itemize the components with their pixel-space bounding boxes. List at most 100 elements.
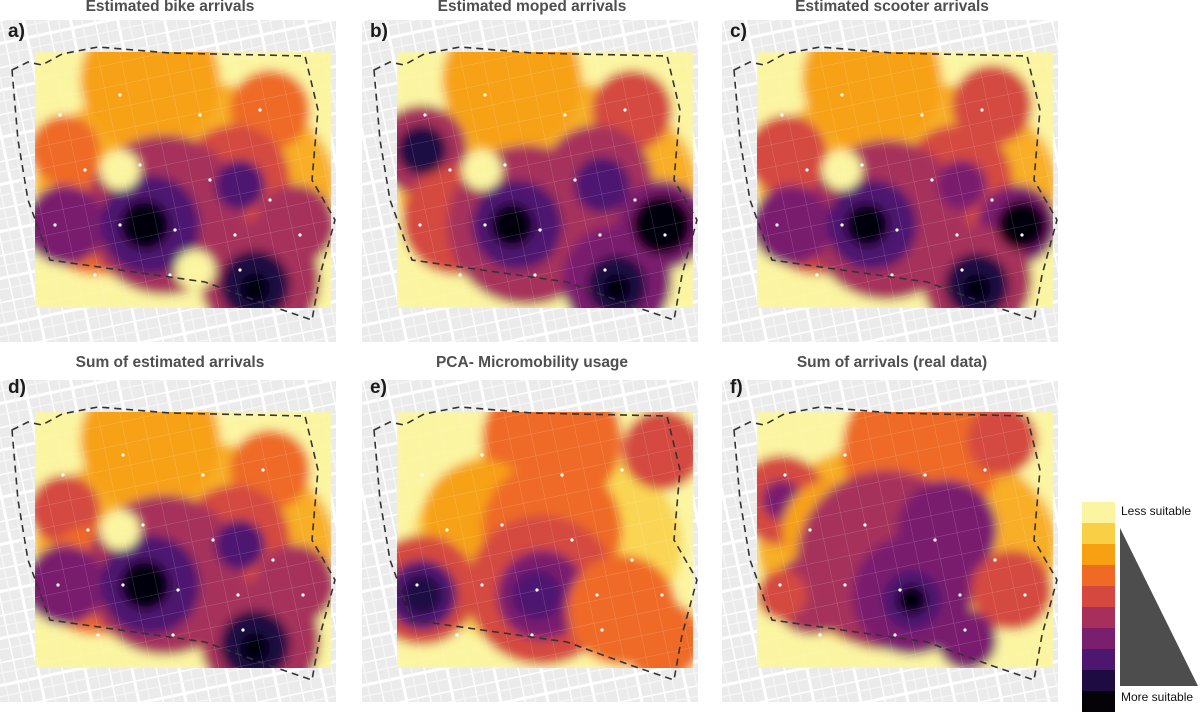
- panel-letter: c): [730, 21, 747, 42]
- station-point: [535, 588, 539, 592]
- station-point: [920, 113, 924, 117]
- panel-title: PCA- Micromobility usage: [435, 354, 629, 371]
- station-point: [843, 583, 847, 587]
- station-point: [933, 538, 937, 542]
- station-point: [271, 558, 275, 562]
- station-point: [458, 273, 462, 277]
- station-point: [173, 228, 177, 232]
- legend-swatch: [1082, 502, 1115, 523]
- legend-swatch: [1082, 670, 1115, 691]
- station-point: [923, 473, 927, 477]
- station-point: [980, 108, 984, 112]
- station-point: [775, 223, 779, 227]
- station-point: [860, 163, 864, 167]
- station-point: [563, 113, 567, 117]
- station-point: [993, 558, 997, 562]
- station-point: [983, 468, 987, 472]
- study-area-boundary: [373, 46, 698, 322]
- station-point: [600, 628, 604, 632]
- station-point: [533, 273, 537, 277]
- station-point: [960, 268, 964, 272]
- station-point: [171, 633, 175, 637]
- station-point: [598, 233, 602, 237]
- station-point: [783, 473, 787, 477]
- station-point: [418, 223, 422, 227]
- station-point: [480, 453, 484, 457]
- legend-label-more-suitable: More suitable: [1121, 690, 1194, 704]
- station-point: [890, 273, 894, 277]
- station-point: [268, 198, 272, 202]
- heatmap-layer: [35, 412, 331, 668]
- heatmap-layer: [757, 52, 1053, 308]
- station-point: [603, 268, 607, 272]
- station-point: [455, 633, 459, 637]
- station-point: [56, 583, 60, 587]
- study-area-boundary: [733, 406, 1058, 682]
- station-point: [96, 633, 100, 637]
- station-point: [448, 168, 452, 172]
- legend-swatch: [1082, 565, 1115, 586]
- study-area-boundary: [11, 46, 336, 322]
- station-point: [53, 223, 57, 227]
- station-point: [208, 178, 212, 182]
- station-point: [843, 453, 847, 457]
- panel-letter: a): [8, 21, 25, 42]
- panel-letter: f): [730, 377, 743, 398]
- station-point: [93, 273, 97, 277]
- station-point: [238, 268, 242, 272]
- station-point: [955, 233, 959, 237]
- station-point: [930, 178, 934, 182]
- station-point: [121, 453, 125, 457]
- map-panel-scooter: [722, 20, 1058, 342]
- station-point: [445, 528, 449, 532]
- station-point: [241, 628, 245, 632]
- panel-letter: d): [8, 377, 26, 398]
- station-point: [261, 468, 265, 472]
- heatmap-layer: [397, 412, 693, 668]
- map-panel-sum-real: [722, 380, 1058, 702]
- station-point: [236, 593, 240, 597]
- station-point: [895, 228, 899, 232]
- station-point: [893, 633, 897, 637]
- heatmap-layer: [397, 52, 693, 308]
- station-point: [500, 523, 504, 527]
- legend-swatch: [1082, 628, 1115, 649]
- station-point: [630, 558, 634, 562]
- station-point: [423, 113, 427, 117]
- station-point: [86, 528, 90, 532]
- panel-title: Estimated scooter arrivals: [795, 0, 989, 15]
- station-point: [595, 593, 599, 597]
- station-point: [815, 273, 819, 277]
- station-point: [298, 233, 302, 237]
- station-point: [121, 583, 125, 587]
- station-point: [863, 523, 867, 527]
- station-point: [168, 273, 172, 277]
- station-point: [138, 163, 142, 167]
- station-point: [530, 633, 534, 637]
- station-point: [990, 198, 994, 202]
- study-area-boundary: [373, 406, 698, 682]
- map-panel-sum-estimated: [0, 380, 336, 702]
- station-point: [1023, 593, 1027, 597]
- study-area-boundary: [11, 406, 336, 682]
- station-point: [805, 168, 809, 172]
- legend-swatch: [1082, 607, 1115, 628]
- station-point: [660, 593, 664, 597]
- station-point: [1020, 233, 1024, 237]
- station-point: [573, 178, 577, 182]
- station-point: [780, 113, 784, 117]
- legend-swatch: [1082, 691, 1115, 712]
- heatmap-layer: [35, 52, 331, 308]
- legend-swatch: [1082, 586, 1115, 607]
- station-point: [570, 538, 574, 542]
- panel-title: Estimated bike arrivals: [85, 0, 255, 15]
- station-point: [623, 108, 627, 112]
- station-point: [483, 223, 487, 227]
- map-panel-pca: [362, 380, 698, 702]
- station-point: [840, 93, 844, 97]
- station-point: [963, 628, 967, 632]
- station-point: [958, 593, 962, 597]
- station-point: [633, 198, 637, 202]
- panel-letter: e): [370, 377, 387, 398]
